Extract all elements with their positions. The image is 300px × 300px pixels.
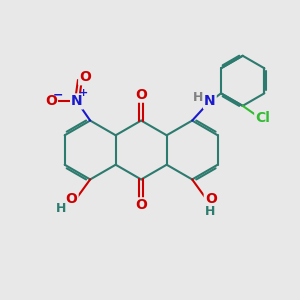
Text: −: − bbox=[53, 88, 64, 101]
Text: O: O bbox=[79, 70, 91, 84]
Text: O: O bbox=[135, 198, 147, 212]
Text: O: O bbox=[205, 192, 217, 206]
Text: Cl: Cl bbox=[255, 111, 270, 124]
Text: H: H bbox=[56, 202, 66, 215]
Text: O: O bbox=[66, 192, 78, 206]
Text: O: O bbox=[45, 94, 57, 108]
Text: N: N bbox=[204, 94, 216, 108]
Text: +: + bbox=[79, 88, 88, 98]
Text: H: H bbox=[193, 91, 203, 104]
Text: O: O bbox=[135, 88, 147, 102]
Text: H: H bbox=[205, 205, 215, 218]
Text: N: N bbox=[71, 94, 83, 108]
